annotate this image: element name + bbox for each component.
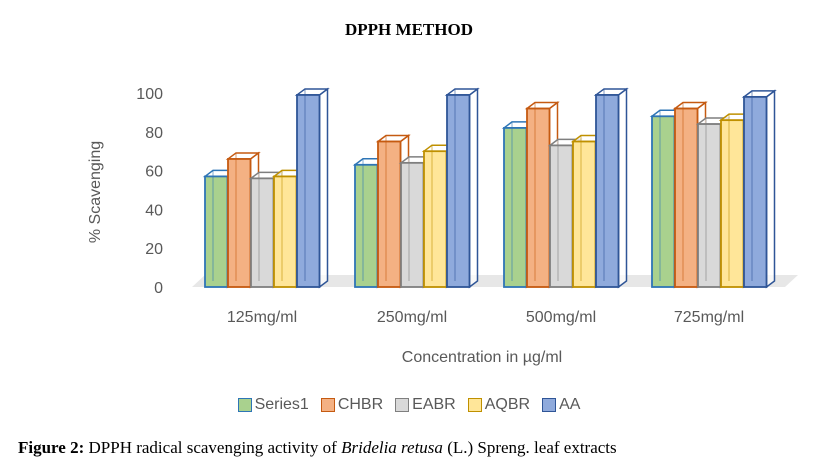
legend-item: AQBR [467,396,531,414]
legend: Series1 CHBR EABR AQBR AA [0,396,818,414]
y-axis-label: % Scavenging [87,141,104,243]
legend-swatch [395,398,410,412]
legend-item: Series1 [237,396,309,414]
bar-side [617,87,628,289]
legend-swatch [467,398,482,412]
bar-series1-1 [354,163,379,288]
chart-floor [192,275,798,287]
bar-aqbr-0 [273,175,298,288]
legend-label: EABR [412,396,456,413]
figure-caption: Figure 2: DPPH radical scavenging activi… [18,438,617,458]
bar-aa-3 [743,95,768,288]
legend-item: EABR [395,396,456,414]
y-tick-label: 100 [136,86,163,103]
legend-swatch [320,398,335,412]
legend-label: Series1 [254,396,309,413]
bar-chbr-1 [377,140,402,288]
legend-label: AQBR [484,396,531,413]
bar-aa-1 [446,94,471,288]
bar-series1-2 [503,127,528,288]
caption-text-2: (L.) Spreng. leaf extracts [442,438,617,457]
legend-item: AA [542,396,580,414]
bar-chbr-3 [674,107,699,288]
caption-text-1: DPPH radical scavenging activity of [84,438,342,457]
bar-series1-0 [204,175,229,288]
y-tick-label: 40 [145,202,163,219]
bar-aqbr-2 [572,140,597,288]
legend-label: AA [559,396,581,413]
x-axis-label: Concentration in µg/ml [402,349,562,366]
bar-aqbr-3 [720,119,745,288]
chart-title: DPPH METHOD [345,20,473,39]
bar-side [765,89,776,289]
bar-side [468,87,479,289]
x-tick-label: 250mg/ml [377,309,447,326]
bar-aa-0 [296,94,321,288]
bar-chbr-0 [227,158,252,288]
caption-species: Bridelia retusa [341,438,443,457]
bar-series1-3 [651,115,676,288]
bar-eabr-1 [400,161,425,288]
x-tick-label: 500mg/ml [526,309,596,326]
bar-eabr-0 [250,177,275,288]
x-tick-label: 125mg/ml [227,309,297,326]
bar-aqbr-1 [423,150,448,288]
bar-eabr-2 [549,144,574,288]
bar-eabr-3 [697,123,722,288]
caption-label: Figure 2: [18,438,85,457]
x-tick-label: 725mg/ml [674,309,744,326]
y-tick-label: 0 [154,280,163,297]
legend-swatch [542,398,557,412]
legend-swatch [237,398,252,412]
bar-aa-2 [595,94,620,288]
y-tick-label: 60 [145,164,163,181]
y-tick-label: 80 [145,125,163,142]
y-tick-label: 20 [145,241,163,258]
legend-item: CHBR [320,396,384,414]
bar-chbr-2 [526,107,551,288]
legend-label: CHBR [337,396,384,413]
bar-side [318,87,329,289]
